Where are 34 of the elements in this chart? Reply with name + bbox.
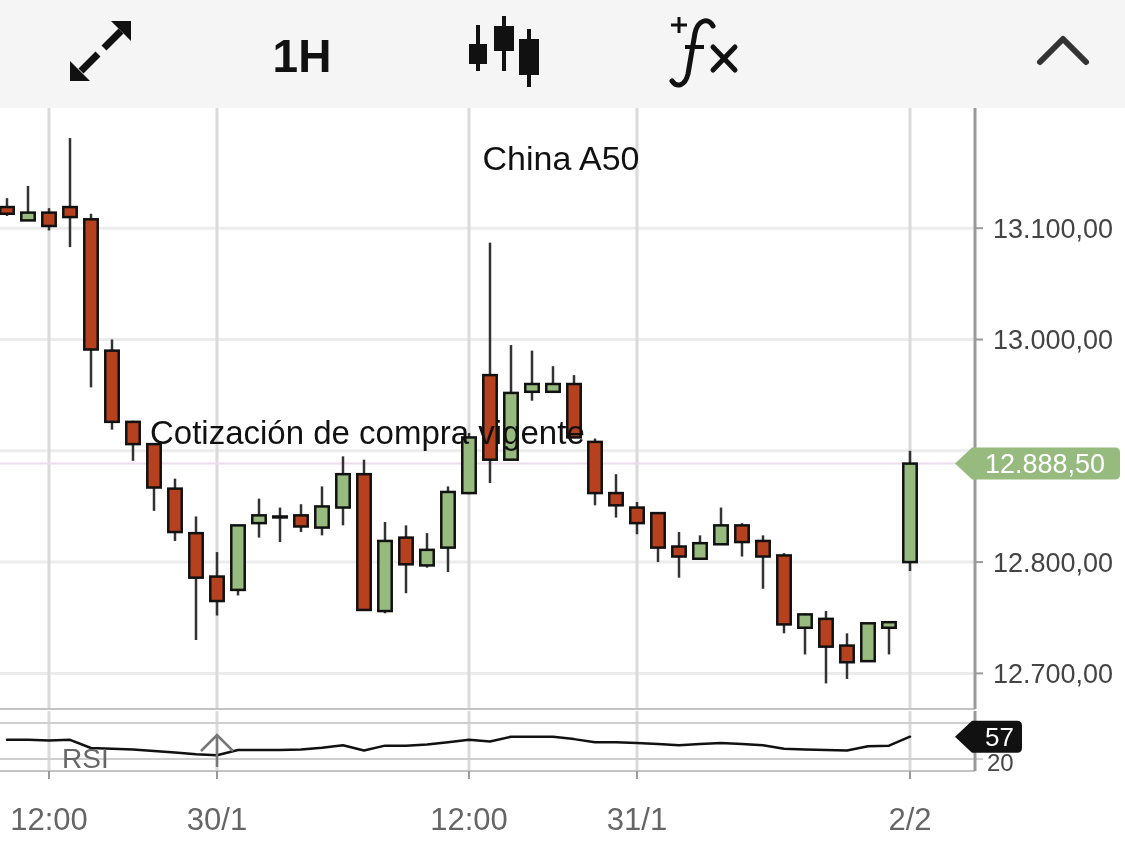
candlestick [62, 136, 78, 249]
y-tick-label: 12.800,00 [993, 547, 1114, 578]
x-tick-label: 12:00 [430, 802, 508, 837]
chart-title: RSI [62, 743, 109, 774]
text: China A50 [482, 139, 640, 177]
candlestick [251, 497, 267, 539]
text: 12.888,50 [985, 449, 1106, 480]
candlestick [629, 500, 645, 536]
candlestick [881, 620, 897, 656]
candlestick [755, 534, 771, 591]
candlestick [671, 530, 687, 579]
candlestick [734, 521, 750, 558]
candlestick [608, 472, 624, 519]
candlestick [41, 206, 57, 232]
y-tick-label: 12.700,00 [993, 659, 1114, 690]
candlestick [839, 632, 855, 681]
candlestick [692, 534, 708, 560]
candlestick [524, 349, 540, 402]
candlestick [20, 184, 36, 222]
x-tick-label: 30/1 [186, 802, 248, 837]
candlestick [797, 612, 813, 656]
candlestick [293, 502, 309, 534]
candlestick [314, 485, 330, 537]
y-tick-label: 13.100,00 [993, 213, 1114, 244]
y-tick-label: 13.000,00 [993, 325, 1114, 356]
candlestick [272, 506, 288, 544]
x-tick-label: 12:00 [10, 802, 88, 837]
candlestick [713, 506, 729, 546]
text: 1H [272, 30, 332, 82]
candlestick [125, 419, 141, 463]
candlestick [545, 364, 561, 394]
candlestick [419, 531, 435, 569]
x-tick-label: 31/1 [606, 802, 668, 837]
x-tick-label: 2/2 [888, 802, 932, 837]
